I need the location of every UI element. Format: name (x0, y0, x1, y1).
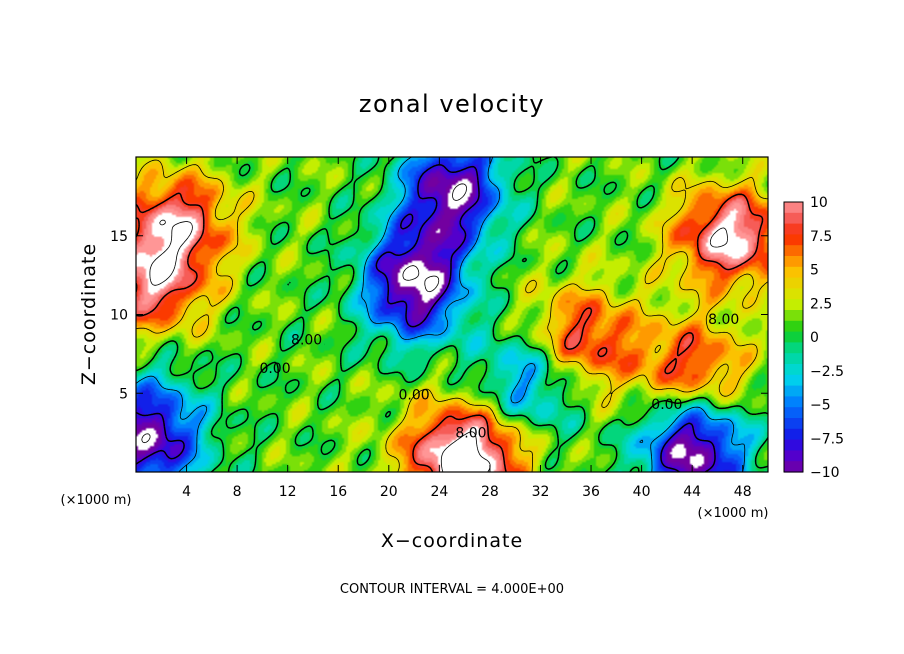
contour-line (136, 157, 768, 472)
contour-label: 8.00 (708, 312, 739, 328)
colorbar: 10 7.5 5 2.5 0 −2.5 −5 −7.5 −10 (783, 195, 844, 481)
colorbar-swatch (784, 266, 803, 279)
contour-lines (136, 157, 768, 472)
x-tick-label: 28 (481, 484, 499, 500)
colorbar-frame (783, 201, 804, 473)
colorbar-swatch (784, 428, 803, 441)
x-tick-label: 24 (430, 484, 448, 500)
colorbar-swatch (784, 288, 803, 300)
x-tick-label: 8 (233, 484, 242, 500)
contour-line (136, 164, 716, 472)
colorbar-tick-label: 5 (810, 263, 819, 279)
x-tick-label: 32 (532, 484, 550, 500)
colorbar-swatch (784, 256, 803, 268)
y-tick-label: 15 (110, 229, 128, 245)
colorbar-tick-label: 2.5 (810, 296, 832, 312)
colorbar-swatch (784, 418, 803, 430)
colorbar-tick-label: −7.5 (810, 431, 844, 447)
contour-interval-note: CONTOUR INTERVAL = 4.000E+00 (340, 582, 564, 597)
colorbar-swatch (784, 310, 803, 322)
colorbar-swatch (784, 277, 803, 289)
colorbar-swatch (784, 320, 803, 333)
colorbar-tick-label: −5 (810, 398, 831, 414)
contour-label: 8.00 (455, 425, 486, 441)
y-tick-label: 5 (119, 386, 128, 402)
contour-label: 0.00 (398, 388, 429, 404)
colorbar-swatch (784, 407, 803, 419)
colorbar-swatch (784, 461, 803, 473)
x-axis-label: X−coordinate (381, 530, 523, 552)
colorbar-swatch (784, 234, 803, 246)
x-tick-label: 48 (734, 484, 752, 500)
colorbar-swatch (784, 212, 803, 225)
y-unit-label: (×1000 m) (61, 493, 132, 508)
plot-area (135, 156, 769, 473)
y-axis: 5 10 15 (110, 229, 768, 402)
contour-line (136, 157, 746, 472)
colorbar-tick-label: 7.5 (810, 229, 832, 245)
colorbar-tick-label: −10 (810, 465, 840, 481)
colorbar-swatch (784, 331, 803, 343)
contour-label: 0.00 (259, 361, 290, 377)
colorbar-tick-label: −2.5 (810, 364, 844, 380)
colorbar-swatch (784, 439, 803, 451)
contour-line (141, 183, 467, 444)
colorbar-swatch (784, 299, 803, 311)
colorbar-swatch (784, 202, 803, 214)
x-tick-label: 40 (633, 484, 651, 500)
velocity-field (136, 157, 768, 472)
colorbar-swatch (784, 223, 803, 235)
contour-line (149, 219, 728, 472)
x-tick-label: 36 (582, 484, 600, 500)
x-tick-label: 20 (380, 484, 398, 500)
colorbar-swatch (784, 353, 803, 365)
colorbar-swatch (784, 342, 803, 354)
contour-label: 8.00 (291, 332, 322, 348)
x-tick-label: 16 (329, 484, 347, 500)
colorbar-swatch (784, 385, 803, 397)
chart-title: zonal velocity (359, 90, 545, 118)
contour-labels: 8.000.000.008.008.000.00 (259, 312, 739, 441)
contour-label: 0.00 (651, 397, 682, 413)
x-tick-label: 44 (683, 484, 701, 500)
y-tick-label: 10 (110, 308, 128, 324)
colorbar-swatch (784, 374, 803, 387)
contour-line (136, 159, 768, 472)
colorbar-tick-label: 0 (810, 330, 819, 346)
colorbar-swatch (784, 450, 803, 462)
x-tick-label: 4 (182, 484, 191, 500)
x-tick-label: 12 (279, 484, 297, 500)
colorbar-swatch (784, 245, 803, 257)
x-unit-label: (×1000 m) (698, 506, 769, 521)
colorbar-swatch (784, 396, 803, 408)
colorbar-swatch (784, 364, 803, 376)
y-axis-label: Z−coordinate (78, 243, 100, 385)
x-axis: 4 8 12 16 20 24 28 32 36 40 44 48 (182, 157, 752, 500)
colorbar-tick-label: 10 (810, 195, 828, 211)
contour-line (136, 192, 764, 472)
